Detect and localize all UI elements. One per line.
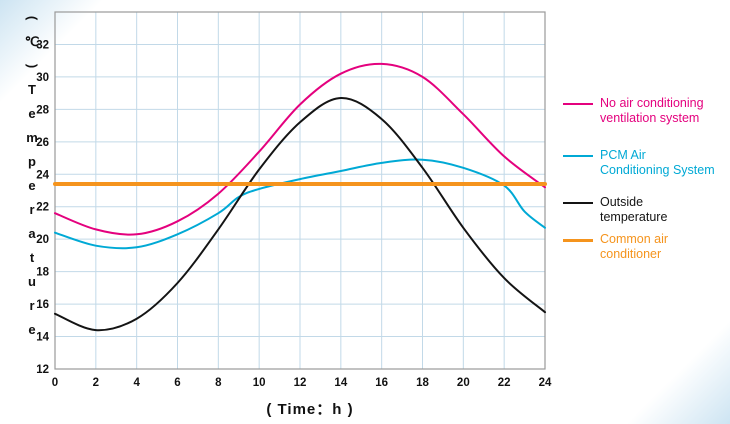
y-axis-title-char: e [28,106,36,121]
legend-item-outside: Outside temperature [563,195,728,225]
x-tick-label: 16 [375,377,388,389]
y-tick-label: 24 [36,169,49,181]
x-tick-label: 14 [334,377,347,389]
y-axis-title-char: ( [25,15,40,21]
x-tick-label: 22 [498,377,511,389]
y-tick-label: 22 [36,202,49,214]
chart-legend: No air conditioning ventilation system P… [563,96,728,262]
legend-item-common-ac: Common air conditioner [563,232,728,262]
y-axis-title-char: ℃ [24,34,40,49]
y-axis-title-char: T [28,82,36,97]
legend-label-common-ac: Common air conditioner [600,232,669,261]
y-axis-title-char: m [26,130,38,145]
y-axis-title-char: r [29,298,35,313]
y-axis-title-char: e [28,322,36,337]
x-tick-label: 8 [215,377,222,389]
legend-swatch-pcm [563,155,593,157]
series-line-0 [54,62,546,236]
x-tick-label: 18 [416,377,429,389]
legend-item-pcm: PCM Air Conditioning System [563,148,728,178]
y-tick-label: 12 [36,364,49,376]
y-axis-title-char: r [29,202,35,217]
legend-label-no-ac: No air conditioning ventilation system [600,96,704,125]
x-tick-label: 10 [253,377,266,389]
legend-swatch-outside [563,202,593,204]
x-axis-title: ( Time：h ) [266,401,354,418]
x-tick-label: 12 [294,377,307,389]
legend-item-no-ac: No air conditioning ventilation system [563,96,728,126]
y-axis-title-char: e [28,178,36,193]
y-tick-label: 26 [36,137,49,149]
y-tick-label: 30 [36,72,49,84]
y-tick-label: 16 [36,299,49,311]
x-tick-label: 0 [52,377,58,389]
y-tick-label: 18 [36,267,49,279]
y-tick-label: 20 [36,234,49,246]
y-axis-title-char: a [28,226,36,241]
x-tick-label: 4 [133,377,140,389]
legend-swatch-common-ac [563,239,593,242]
x-tick-label: 24 [539,377,552,389]
series-line-2 [54,96,546,332]
series-line-1 [54,158,546,250]
y-axis-title-char: ) [25,63,40,69]
x-tick-label: 6 [174,377,180,389]
y-axis-title-char: u [28,274,36,289]
x-tick-label: 20 [457,377,470,389]
y-axis-title-char: t [29,250,35,265]
plot-border [54,11,546,370]
temperature-chart: 0 2 4 6 8 10 12 14 16 18 20 22 241214161820222426283… [36,11,552,389]
legend-label-pcm: PCM Air Conditioning System [600,148,715,177]
legend-swatch-no-ac [563,103,593,105]
y-tick-label: 28 [36,104,49,116]
x-tick-label: 2 [93,377,99,389]
y-tick-label: 14 [36,332,49,344]
legend-label-outside: Outside temperature [600,195,668,224]
y-axis-title-char: p [28,154,36,169]
y-tick-label: 32 [36,39,49,51]
